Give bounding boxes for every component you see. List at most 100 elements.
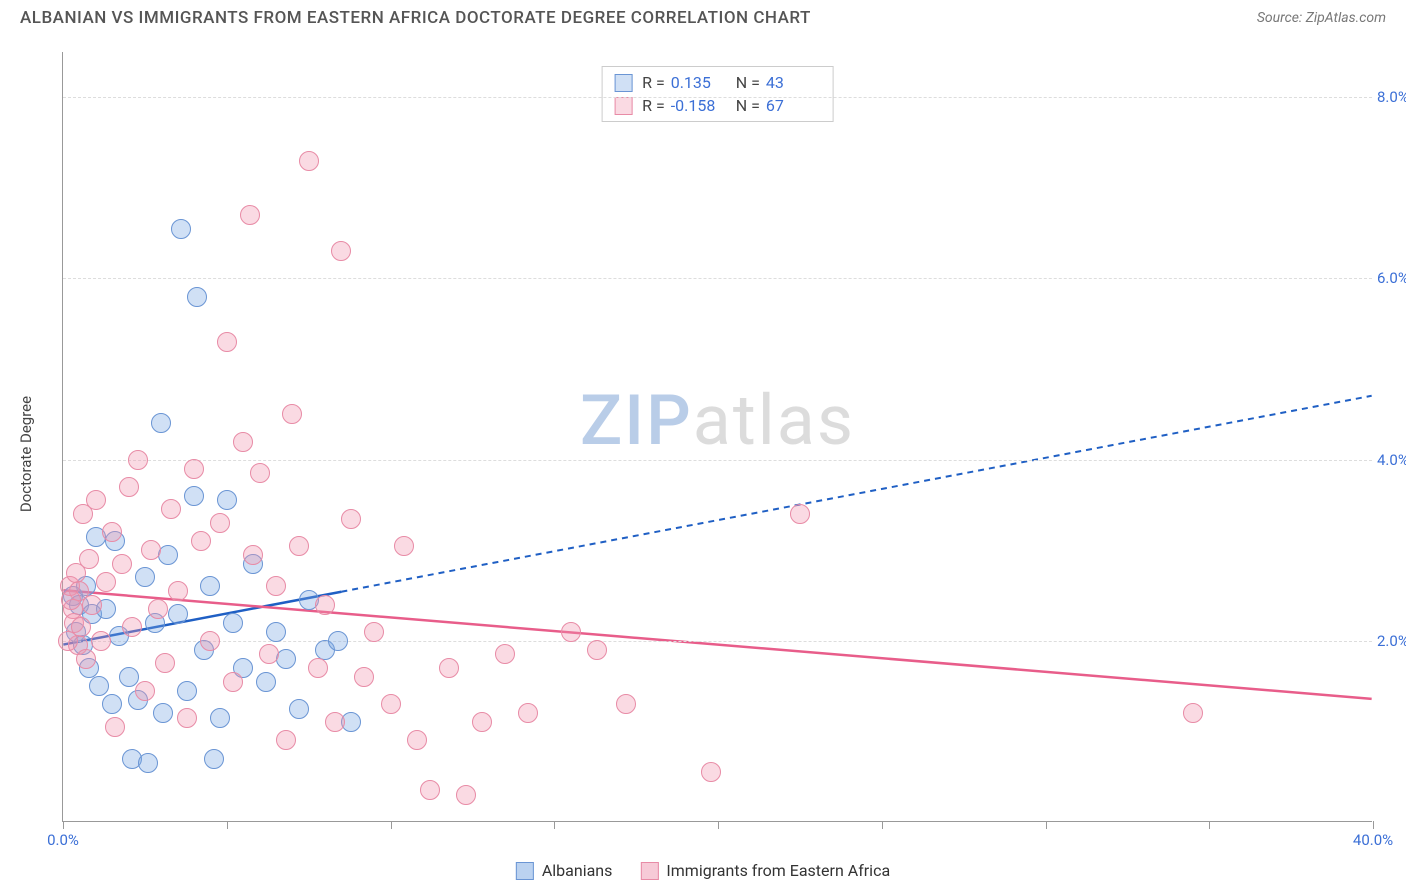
legend-label: Immigrants from Eastern Africa <box>666 861 890 880</box>
scatter-point <box>243 545 263 565</box>
scatter-point <box>187 287 207 307</box>
scatter-point <box>259 644 279 664</box>
scatter-point <box>701 762 721 782</box>
scatter-point <box>96 572 116 592</box>
scatter-point <box>341 509 361 529</box>
gridline <box>63 278 1372 279</box>
scatter-point <box>102 522 122 542</box>
scatter-point <box>587 640 607 660</box>
scatter-point <box>289 536 309 556</box>
scatter-point <box>91 631 111 651</box>
scatter-point <box>217 490 237 510</box>
stat-r-value: -0.158 <box>671 96 726 115</box>
scatter-point <box>79 549 99 569</box>
gridline <box>63 460 1372 461</box>
scatter-point <box>184 486 204 506</box>
scatter-point <box>86 490 106 510</box>
x-tick <box>882 821 883 829</box>
y-tick-label: 2.0% <box>1377 632 1406 650</box>
scatter-point <box>299 151 319 171</box>
scatter-point <box>223 672 243 692</box>
watermark: ZIPatlas <box>580 380 855 462</box>
stat-n-value: 43 <box>766 73 821 92</box>
x-tick-label: 40.0% <box>1353 831 1393 849</box>
scatter-point <box>266 622 286 642</box>
scatter-point <box>328 631 348 651</box>
scatter-point <box>407 730 427 750</box>
legend-stats-box: R =0.135N =43R =-0.158N =67 <box>601 66 834 122</box>
y-tick-label: 6.0% <box>1377 269 1406 287</box>
scatter-point <box>153 703 173 723</box>
legend-swatch <box>614 74 632 92</box>
stat-n-value: 67 <box>766 96 821 115</box>
scatter-point <box>420 780 440 800</box>
scatter-point <box>161 499 181 519</box>
scatter-point <box>155 653 175 673</box>
scatter-point <box>177 708 197 728</box>
scatter-point <box>364 622 384 642</box>
scatter-point <box>204 749 224 769</box>
y-tick-label: 4.0% <box>1377 451 1406 469</box>
scatter-point <box>233 432 253 452</box>
bottom-legend-item: Immigrants from Eastern Africa <box>640 861 890 880</box>
scatter-point <box>61 590 81 610</box>
bottom-legend-item: Albanians <box>516 861 613 880</box>
scatter-point <box>456 785 476 805</box>
scatter-point <box>171 219 191 239</box>
scatter-point <box>276 730 296 750</box>
scatter-point <box>381 694 401 714</box>
x-tick <box>554 821 555 829</box>
scatter-point <box>148 599 168 619</box>
y-axis-label: Doctorate Degree <box>17 396 35 512</box>
scatter-point <box>472 712 492 732</box>
stat-r-label: R = <box>642 96 665 115</box>
scatter-point <box>76 649 96 669</box>
stat-n-label: N = <box>736 96 760 115</box>
scatter-point <box>128 450 148 470</box>
x-tick <box>718 821 719 829</box>
scatter-point <box>58 631 78 651</box>
scatter-point <box>616 694 636 714</box>
scatter-point <box>89 676 109 696</box>
scatter-point <box>168 581 188 601</box>
scatter-point <box>266 576 286 596</box>
scatter-point <box>331 241 351 261</box>
scatter-point <box>354 667 374 687</box>
scatter-point <box>308 658 328 678</box>
scatter-point <box>790 504 810 524</box>
trend-lines-svg <box>63 52 1372 821</box>
scatter-point <box>210 708 230 728</box>
x-tick <box>227 821 228 829</box>
legend-swatch <box>640 862 658 880</box>
scatter-point <box>325 712 345 732</box>
scatter-point <box>210 513 230 533</box>
header: ALBANIAN VS IMMIGRANTS FROM EASTERN AFRI… <box>0 0 1406 32</box>
plot-area: ZIPatlas R =0.135N =43R =-0.158N =67 2.0… <box>62 52 1372 822</box>
scatter-point <box>200 631 220 651</box>
scatter-point <box>119 667 139 687</box>
scatter-point <box>561 622 581 642</box>
scatter-point <box>256 672 276 692</box>
legend-swatch <box>516 862 534 880</box>
source-attribution: Source: ZipAtlas.com <box>1257 10 1386 26</box>
scatter-point <box>119 477 139 497</box>
gridline <box>63 97 1372 98</box>
x-tick-label: 0.0% <box>47 831 79 849</box>
scatter-point <box>135 681 155 701</box>
scatter-point <box>82 595 102 615</box>
scatter-point <box>135 567 155 587</box>
gridline <box>63 641 1372 642</box>
scatter-point <box>112 554 132 574</box>
legend-label: Albanians <box>542 861 613 880</box>
scatter-point <box>102 694 122 714</box>
scatter-point <box>191 531 211 551</box>
scatter-point <box>200 576 220 596</box>
scatter-point <box>141 540 161 560</box>
stat-n-label: N = <box>736 73 760 92</box>
scatter-point <box>105 717 125 737</box>
scatter-point <box>138 753 158 773</box>
scatter-point <box>282 404 302 424</box>
y-tick-label: 8.0% <box>1377 88 1406 106</box>
scatter-point <box>168 604 188 624</box>
legend-stats-row: R =0.135N =43 <box>614 71 821 94</box>
